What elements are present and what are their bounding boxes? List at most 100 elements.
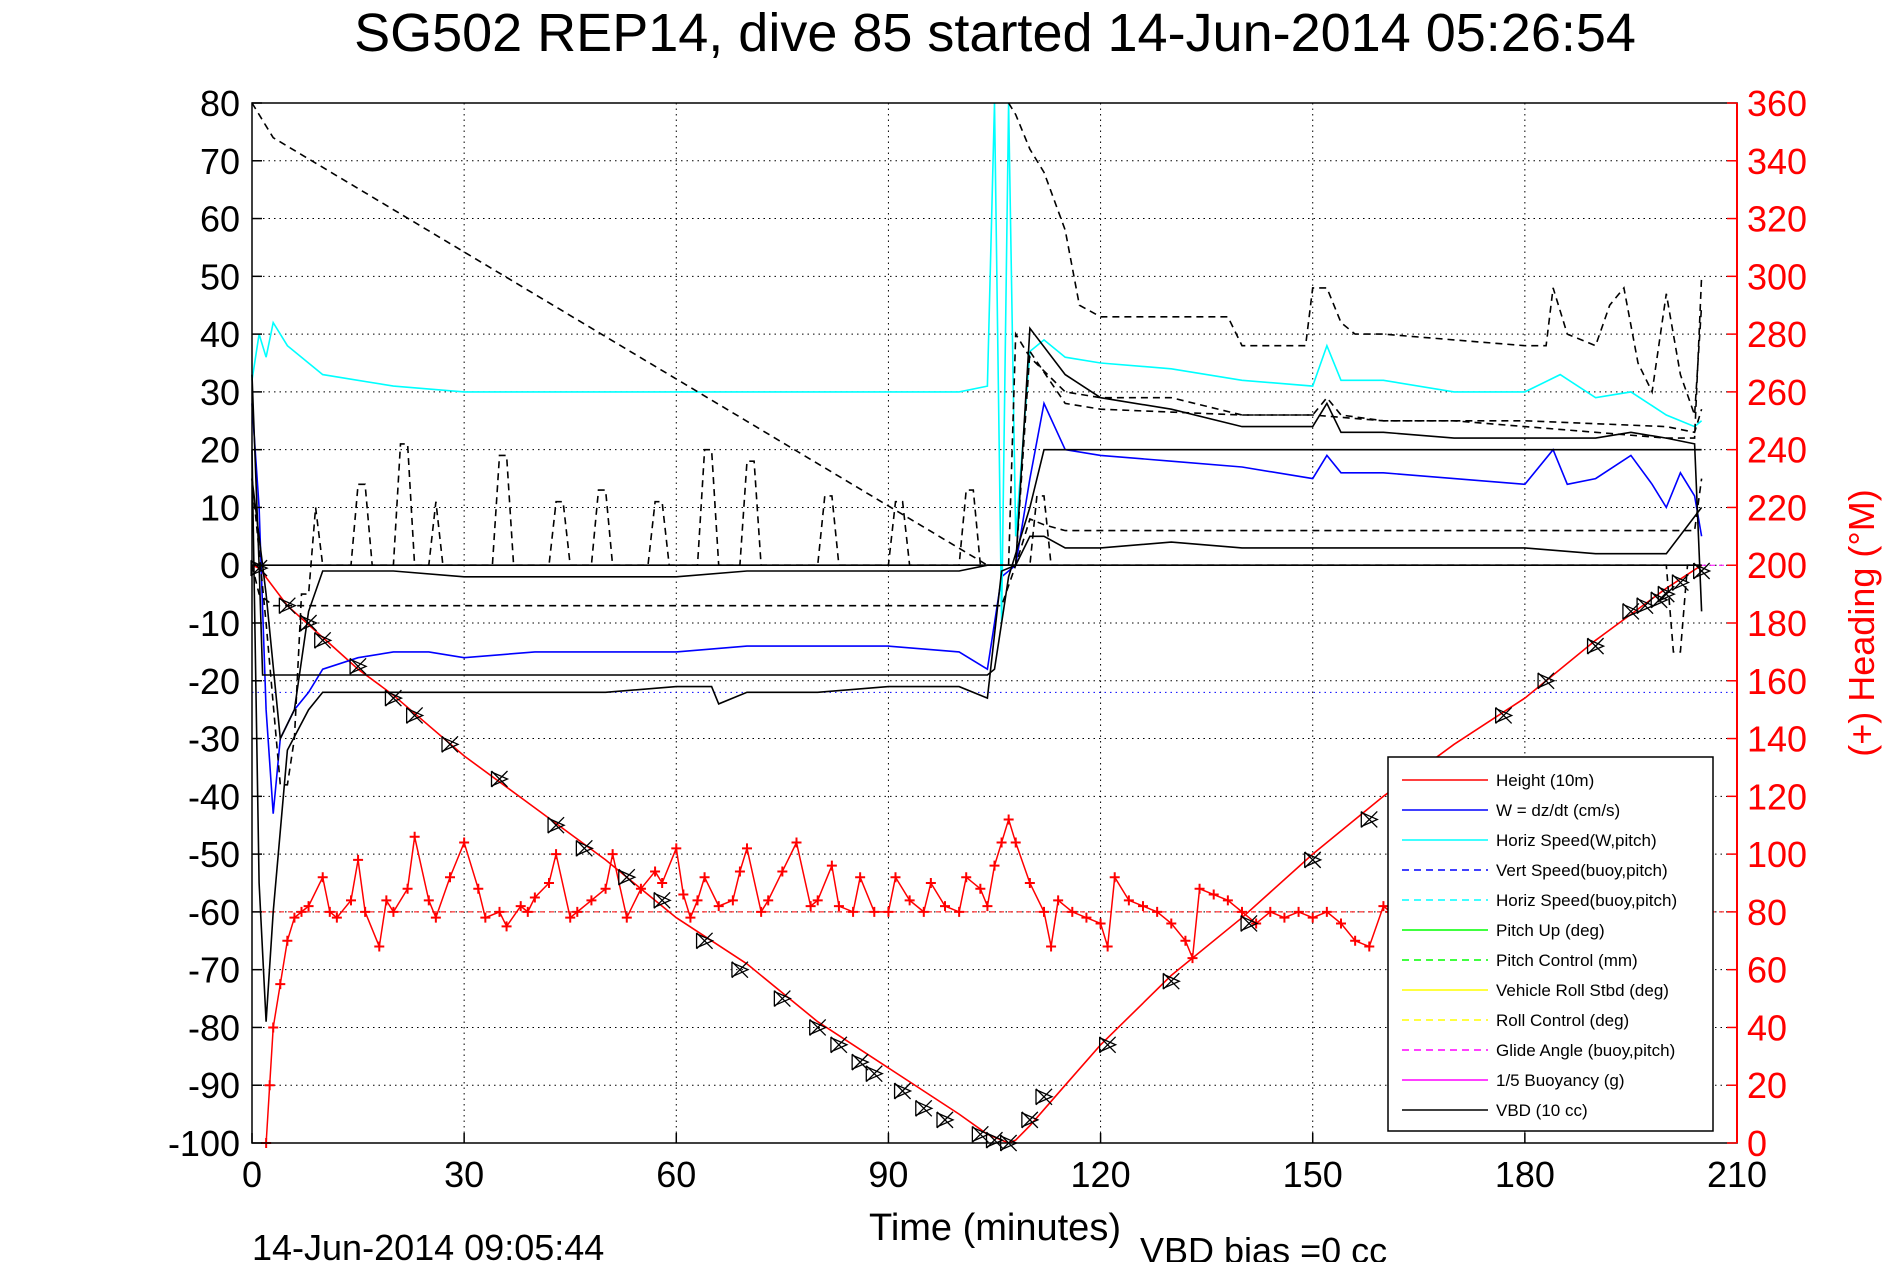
series-heading-point	[1138, 901, 1148, 912]
series-vert_speed_buoy-line	[1007, 102, 1703, 416]
series-heading-point	[402, 883, 413, 894]
series-heading-point	[812, 895, 823, 906]
series-heading-point	[982, 901, 993, 912]
series-heading-point	[678, 889, 689, 900]
series-heading-point	[727, 895, 738, 906]
waypoint-marker	[773, 990, 792, 1008]
waypoint-triangle-mark	[773, 990, 792, 1007]
waypoint-triangle-mark	[314, 632, 333, 649]
series-heading-point	[296, 906, 307, 917]
waypoint-marker	[1021, 1111, 1040, 1129]
waypoint-triangle-mark	[1622, 603, 1641, 620]
series-heading-point	[360, 906, 371, 917]
x-tick-label: 90	[868, 1154, 908, 1195]
series-heading-point	[529, 892, 540, 903]
waypoint-marker	[695, 932, 715, 950]
series-heading-point	[1208, 889, 1219, 900]
series-heading-point	[692, 895, 703, 906]
right-y-tick-label: 40	[1747, 1007, 1787, 1048]
legend-label: Horiz Speed(W,pitch)	[1496, 831, 1657, 850]
y-tick-label: -20	[188, 661, 240, 702]
series-heading-point	[1321, 906, 1332, 917]
series-heading-point	[1279, 912, 1290, 923]
x-tick-label: 180	[1495, 1154, 1555, 1195]
waypoint-marker	[1650, 591, 1669, 609]
waypoint-triangle-mark	[1636, 597, 1655, 614]
series-heading-point	[742, 843, 752, 854]
waypoint-marker	[1162, 972, 1181, 990]
series-heading-point	[324, 906, 335, 917]
series-heading-point	[621, 912, 632, 923]
waypoint-marker	[1692, 562, 1712, 580]
waypoint-marker	[490, 770, 510, 788]
waypoint-marker	[1586, 637, 1606, 655]
series-heading-point	[1046, 941, 1057, 952]
waypoint-triangle-mark	[547, 817, 566, 834]
right-y-tick-label: 0	[1747, 1123, 1767, 1164]
waypoint-triangle-mark	[809, 1019, 828, 1036]
y-tick-label: -50	[188, 834, 240, 875]
series-heading-point	[522, 906, 533, 917]
waypoint-marker	[731, 961, 750, 979]
series-heading-point	[954, 906, 965, 917]
series-heading-point	[1194, 883, 1205, 894]
legend-label: Pitch Up (deg)	[1496, 921, 1605, 940]
waypoint-triangle-mark	[936, 1111, 955, 1128]
series-heading-point	[734, 866, 745, 877]
series-heading-point	[763, 895, 774, 906]
waypoint-marker	[299, 614, 319, 632]
series-heading-point	[883, 906, 894, 917]
waypoint-marker	[1636, 597, 1655, 615]
right-y-tick-label: 80	[1747, 892, 1787, 933]
series-heading-point	[1067, 906, 1078, 917]
right-y-tick-label: 280	[1747, 314, 1807, 355]
series-horiz_speed_buoy-line	[1007, 276, 1703, 566]
y-tick-label: 20	[200, 430, 240, 471]
waypoint-triangle-mark	[971, 1126, 990, 1143]
waypoint-marker	[1657, 585, 1676, 603]
waypoint-marker	[575, 839, 594, 857]
y-tick-label: 60	[200, 199, 240, 240]
series-layer	[251, 102, 1703, 1148]
x-axis-ticks: 0 30 60 90 120 150 180 210	[242, 1133, 1767, 1195]
series-horiz_speed-line	[251, 102, 1703, 624]
y-tick-label: 70	[200, 141, 240, 182]
series-heading-point	[388, 906, 399, 917]
y-tick-label: 30	[200, 372, 240, 413]
series-heading-point	[1003, 814, 1014, 825]
waypoint-marker	[1671, 574, 1691, 592]
y-tick-label: -80	[188, 1007, 240, 1048]
y-tick-label: 10	[200, 487, 240, 528]
series-heading-point	[833, 901, 844, 912]
right-y-tick-label: 300	[1747, 256, 1807, 297]
series-heading-point	[756, 906, 767, 917]
x-tick-label: 210	[1707, 1154, 1767, 1195]
waypoint-triangle-mark	[1162, 973, 1181, 990]
waypoint-triangle-mark	[865, 1065, 884, 1082]
waypoint-triangle-mark	[1494, 707, 1514, 724]
series-heading-point	[975, 883, 986, 894]
waypoint-triangle-mark	[441, 736, 460, 753]
waypoint-marker	[915, 1099, 934, 1117]
series-heading-point	[1166, 918, 1177, 929]
waypoint-triangle-mark	[618, 869, 637, 886]
series-heading-point	[1123, 895, 1134, 906]
series-heading-point	[1307, 912, 1318, 923]
series-heading-point	[317, 872, 328, 883]
waypoint-triangle-mark	[653, 892, 672, 909]
series-heading-point	[671, 843, 682, 854]
legend-label: Roll Control (deg)	[1496, 1011, 1629, 1030]
footer-timestamp: 14-Jun-2014 09:05:44	[252, 1227, 604, 1262]
series-heading-point	[374, 941, 385, 952]
waypoint-marker	[851, 1053, 870, 1071]
series-heading-point	[1081, 912, 1092, 923]
waypoint-marker	[865, 1065, 884, 1083]
series-heading-point	[264, 1080, 275, 1091]
series-heading-point	[826, 860, 837, 871]
waypoint-marker	[547, 816, 566, 834]
right-y-tick-label: 240	[1747, 430, 1807, 471]
waypoint-marker	[1240, 914, 1259, 932]
waypoint-triangle-mark	[893, 1083, 913, 1099]
y-tick-label: 40	[200, 314, 240, 355]
waypoint-triangle-mark	[384, 690, 404, 707]
